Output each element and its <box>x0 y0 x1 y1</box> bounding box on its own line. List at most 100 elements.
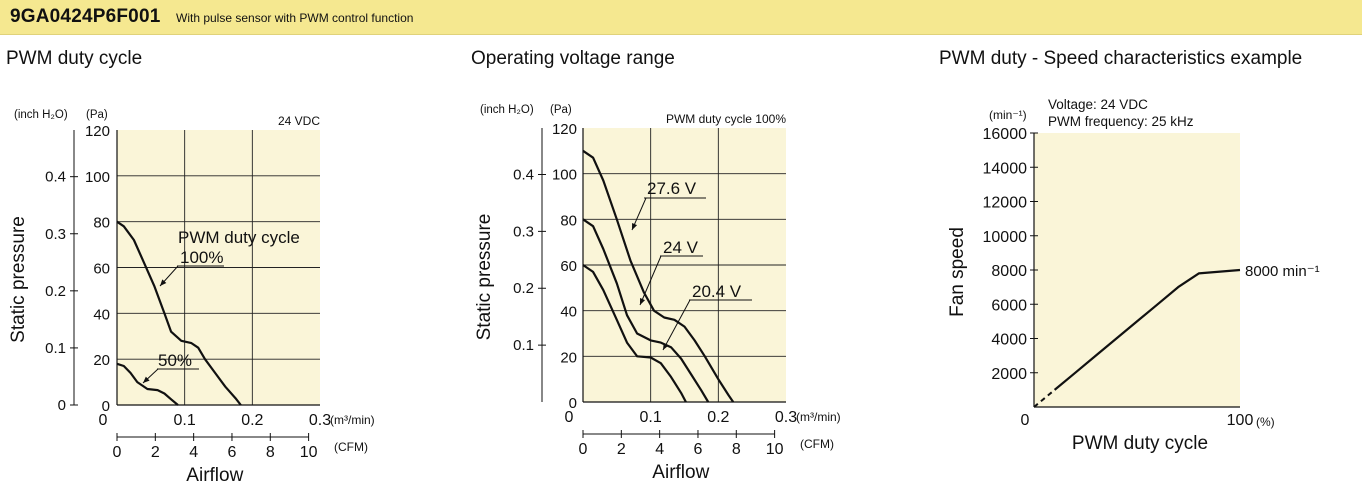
x-axis-label: Airflow <box>652 462 709 483</box>
x-tick-label: 0 <box>565 409 574 426</box>
x-tick-label-cfm: 4 <box>189 444 198 461</box>
y-tick-label-inch: 0.4 <box>513 166 534 183</box>
series-line-fan-speed <box>1053 268 1241 391</box>
series-line-0 <box>116 220 242 406</box>
x-unit-primary: (m³/min) <box>330 413 375 427</box>
chart-note-line: PWM frequency: 25 kHz <box>1048 114 1194 129</box>
x-axis-label: Airflow <box>186 465 243 486</box>
series-leader-arrow <box>160 279 167 286</box>
y-unit: (min⁻¹) <box>989 108 1027 122</box>
y-unit-inner: (Pa) <box>86 109 108 121</box>
y-tick-label-inch: 0.4 <box>45 169 66 186</box>
y-tick-label-pa: 100 <box>85 169 110 186</box>
series-line-fan-speed-dashed <box>1033 389 1056 408</box>
series-label-2: 20.4 V <box>692 282 742 301</box>
series-line-1 <box>116 362 179 406</box>
series-leader-arrow <box>663 343 669 350</box>
y-tick-label-pa: 40 <box>93 306 110 323</box>
y-unit-outer: (inch H₂O) <box>480 104 534 116</box>
y-tick-label-pa: 20 <box>93 352 110 369</box>
series-line-2 <box>582 264 687 403</box>
y-tick-label: 8000 <box>991 263 1027 280</box>
chart-note-line: Voltage: 24 VDC <box>1048 97 1148 112</box>
series-leader-arrow <box>143 376 150 383</box>
y-tick-label-pa: 40 <box>560 304 577 321</box>
x-tick-label-cfm: 0 <box>113 444 122 461</box>
y-tick-label: 4000 <box>991 332 1027 349</box>
y-unit-inner: (Pa) <box>550 104 572 116</box>
y-tick-label: 2000 <box>991 366 1027 383</box>
chart-3-title: PWM duty - Speed characteristics example <box>939 48 1303 69</box>
series-label-1: 50% <box>158 351 192 370</box>
x-unit-secondary: (CFM) <box>334 440 368 454</box>
x-tick-label: 0.2 <box>241 412 263 429</box>
x-tick-label-cfm: 10 <box>300 444 318 461</box>
series-label-0: 100% <box>180 248 223 267</box>
y-tick-label-pa: 60 <box>560 258 577 275</box>
y-tick-label-inch: 0.3 <box>45 226 66 243</box>
y-tick-label-pa: 100 <box>552 167 577 184</box>
y-tick-label-pa: 80 <box>93 215 110 232</box>
x-tick-label-cfm: 2 <box>151 444 160 461</box>
y-unit-outer: (inch H₂O) <box>14 109 68 121</box>
x-tick-label: 0 <box>1021 412 1030 429</box>
y-tick-label-pa: 120 <box>552 121 577 138</box>
y-tick-label-inch: 0.3 <box>513 223 534 240</box>
model-subtitle: With pulse sensor with PWM control funct… <box>176 11 414 25</box>
y-tick-label-pa: 60 <box>93 261 110 278</box>
x-tick-label: 0 <box>99 412 108 429</box>
chart-note: PWM duty cycle 100% <box>666 112 786 126</box>
y-tick-label-pa: 120 <box>85 123 110 140</box>
chart-2-title: Operating voltage range <box>471 48 675 69</box>
y-tick-label: 16000 <box>983 126 1028 143</box>
y-axis-label: Fan speed <box>947 227 968 317</box>
y-tick-label: 6000 <box>991 297 1027 314</box>
x-tick-label-cfm: 2 <box>617 441 626 458</box>
x-tick-label-cfm: 8 <box>732 441 741 458</box>
x-tick-label: 0.1 <box>640 409 662 426</box>
series-label-0: 27.6 V <box>647 179 697 198</box>
series-label-0: PWM duty cycle <box>178 228 300 247</box>
y-axis-label: Static pressure <box>8 216 29 343</box>
series-label-1: 24 V <box>663 238 699 257</box>
y-tick-label-pa: 80 <box>560 212 577 229</box>
end-value-label: 8000 min⁻¹ <box>1245 263 1320 280</box>
series-leader-arrow <box>640 298 646 305</box>
model-number: 9GA0424P6F001 <box>10 6 161 27</box>
header-bar: 9GA0424P6F001 With pulse sensor with PWM… <box>0 0 1362 35</box>
y-tick-label: 10000 <box>983 229 1028 246</box>
y-tick-label-inch: 0.1 <box>513 337 534 354</box>
series-leader-line <box>662 299 691 351</box>
x-tick-label-cfm: 6 <box>228 444 237 461</box>
series-leader-arrow <box>632 223 638 230</box>
y-tick-label: 12000 <box>983 195 1028 212</box>
y-tick-label-pa: 0 <box>102 398 110 415</box>
x-tick-label-cfm: 0 <box>579 441 588 458</box>
x-tick-label-cfm: 6 <box>694 441 703 458</box>
x-tick-label-cfm: 4 <box>655 441 664 458</box>
y-tick-label-pa: 20 <box>560 349 577 366</box>
x-unit-primary: (m³/min) <box>796 410 841 424</box>
x-tick-label-cfm: 8 <box>266 444 275 461</box>
x-tick-label: 100 <box>1227 412 1254 429</box>
y-tick-label-inch: 0.2 <box>513 280 534 297</box>
y-tick-label-inch: 0 <box>58 397 66 414</box>
y-tick-label-inch: 0.1 <box>45 340 66 357</box>
series-line-1 <box>582 218 710 403</box>
chart-1-title: PWM duty cycle <box>6 48 143 69</box>
y-tick-label-inch: 0.2 <box>45 283 66 300</box>
x-axis-label: PWM duty cycle <box>1072 433 1208 454</box>
chart-note: 24 VDC <box>278 114 320 128</box>
x-tick-label: 0.1 <box>174 412 196 429</box>
series-line-0 <box>582 149 735 403</box>
x-tick-label: 0.2 <box>707 409 729 426</box>
x-tick-label: 0.3 <box>775 409 797 426</box>
series-leader-line <box>639 255 662 306</box>
x-unit: (%) <box>1256 415 1275 429</box>
plot-area <box>1034 133 1240 407</box>
y-tick-label: 14000 <box>983 160 1028 177</box>
x-unit-secondary: (CFM) <box>800 437 834 451</box>
